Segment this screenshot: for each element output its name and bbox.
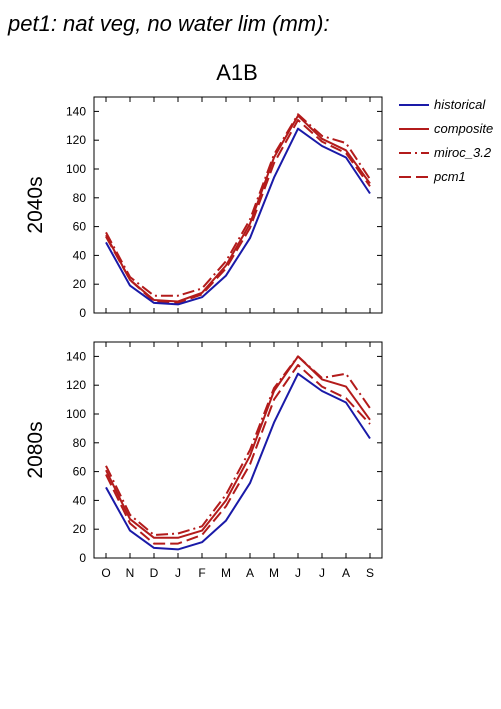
- panel-2040s: 0 20 40 60 80 100 120 140 2040s: [24, 96, 383, 320]
- series-line-composite: [105, 114, 371, 303]
- y-tick-label: 100: [66, 162, 86, 176]
- plot-frame: [93, 96, 383, 314]
- y-tick-label: 80: [73, 436, 87, 450]
- y-axis-label: 2040s: [24, 176, 47, 233]
- legend-label-composite: composite: [434, 121, 493, 136]
- x-tick-label: M: [269, 566, 279, 580]
- legend: historical composite miroc_3.2 pcm1: [399, 97, 493, 184]
- y-tick-label: 140: [66, 349, 86, 363]
- scenario-title: A1B: [216, 60, 258, 85]
- x-tick-label: O: [101, 566, 110, 580]
- y-tick-label: 80: [73, 191, 87, 205]
- y-tick-label: 120: [66, 378, 86, 392]
- y-axis-label: 2080s: [24, 421, 47, 478]
- plot-frame: [93, 341, 383, 559]
- x-tick-label: N: [126, 566, 135, 580]
- y-tick-label: 40: [73, 248, 87, 262]
- y-tick-label: 140: [66, 104, 86, 118]
- series-line-miroc-3-2: [105, 355, 371, 536]
- legend-label-historical: historical: [434, 97, 486, 112]
- series-line-historical: [105, 127, 371, 306]
- x-tick-label: S: [366, 566, 374, 580]
- chart-panels: 0 20 40 60 80 100 120 140 2040s 0 20 40 60 80 100 120 14…: [24, 96, 383, 580]
- y-tick-label: 0: [79, 306, 86, 320]
- x-tick-label: A: [246, 566, 254, 580]
- y-tick-label: 100: [66, 407, 86, 421]
- x-tick-label: J: [175, 566, 181, 580]
- x-tick-label: J: [319, 566, 325, 580]
- y-tick-label: 120: [66, 133, 86, 147]
- x-tick-label: F: [198, 566, 205, 580]
- legend-label-pcm1: pcm1: [433, 169, 466, 184]
- x-tick-label: M: [221, 566, 231, 580]
- y-tick-label: 60: [73, 220, 87, 234]
- series-line-pcm1: [105, 119, 371, 304]
- legend-label-miroc-3-2: miroc_3.2: [434, 145, 492, 160]
- x-tick-label: D: [150, 566, 159, 580]
- x-tick-label: A: [342, 566, 350, 580]
- y-tick-label: 20: [73, 522, 87, 536]
- series-line-miroc-3-2: [105, 113, 371, 297]
- figure-title: pet1: nat veg, no water lim (mm):: [7, 11, 330, 36]
- panel-2080s: 0 20 40 60 80 100 120 140 O N D J F M A M J J A S 2080s: [24, 341, 383, 580]
- x-tick-label: J: [295, 566, 301, 580]
- y-tick-label: 20: [73, 277, 87, 291]
- y-tick-label: 60: [73, 465, 87, 479]
- y-tick-label: 40: [73, 493, 87, 507]
- series-line-composite: [105, 355, 371, 539]
- series-line-pcm1: [105, 364, 371, 545]
- series-line-historical: [105, 372, 371, 551]
- y-tick-label: 0: [79, 551, 86, 565]
